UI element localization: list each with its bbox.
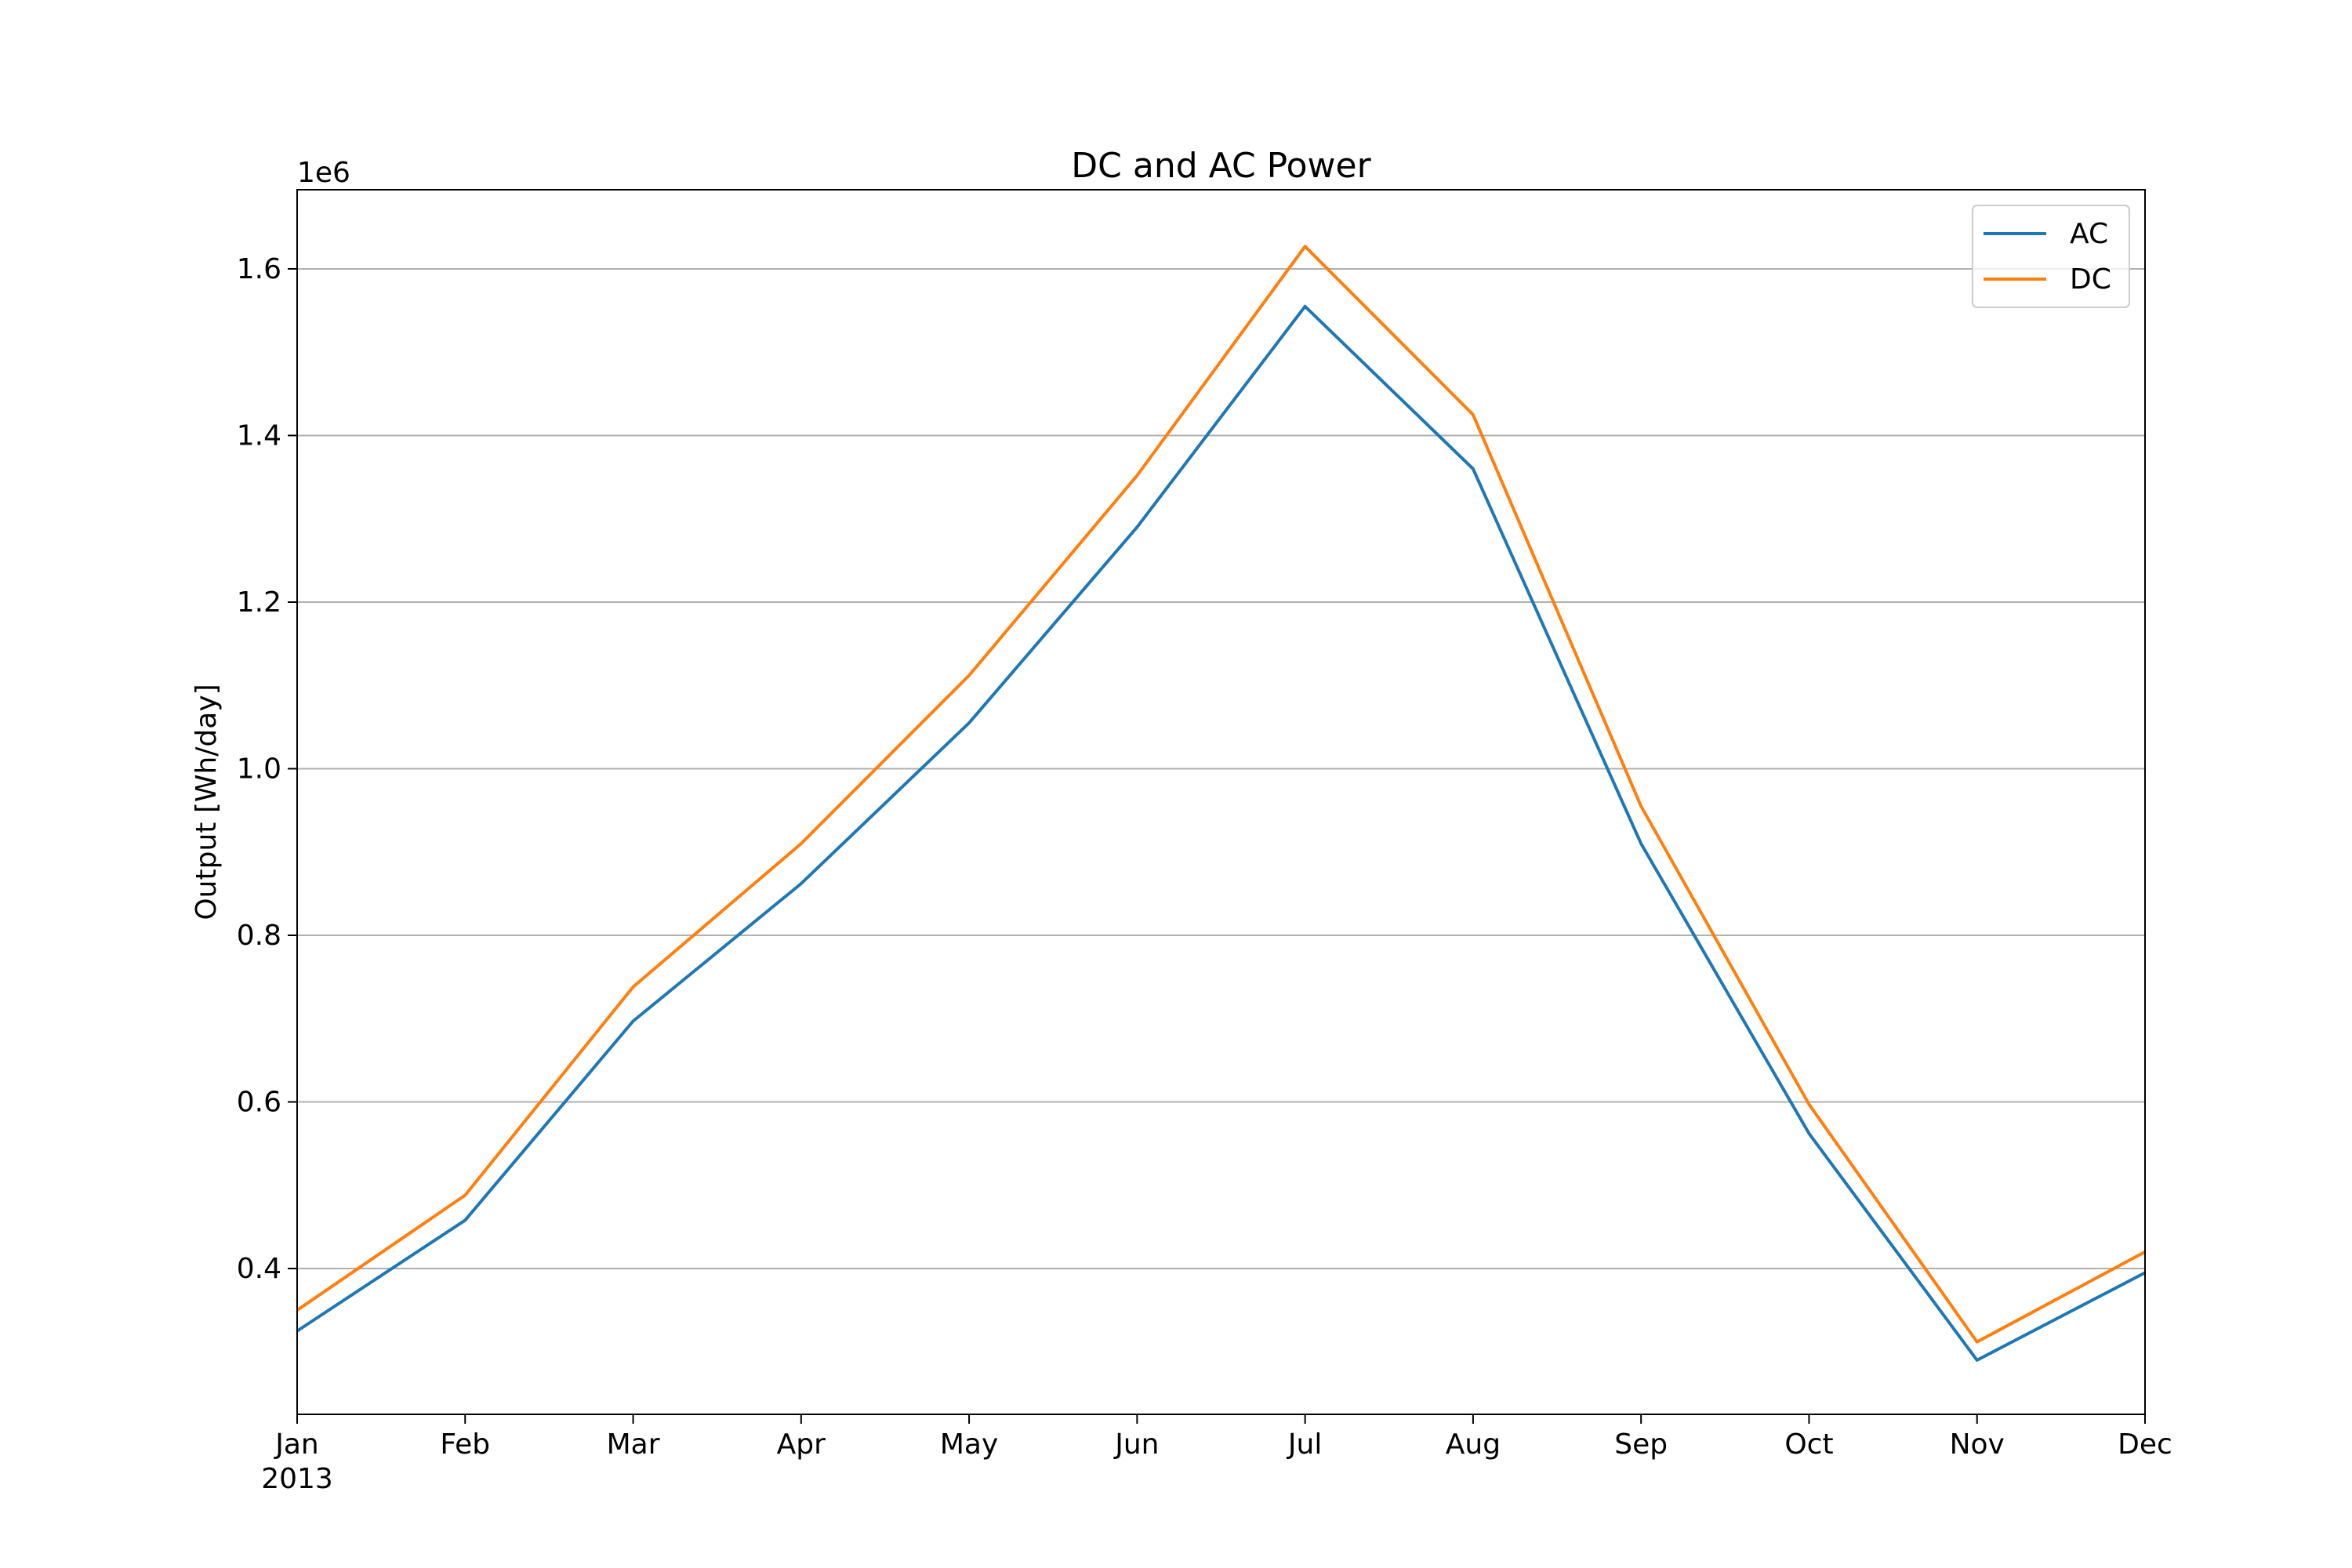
x-tick-label: Dec <box>2118 1428 2172 1461</box>
legend-box <box>1972 205 2130 308</box>
y-tick-label: 0.4 <box>237 1253 281 1285</box>
y-axis-ticks: 0.4 0.6 0.8 1.0 1.2 1.4 1.6 <box>237 253 297 1285</box>
y-tick-label: 1.2 <box>237 586 281 619</box>
y-axis-offset-label: 1e6 <box>297 157 350 189</box>
y-tick-label: 0.8 <box>237 920 281 952</box>
x-tick-label: Nov <box>1950 1428 2005 1461</box>
legend-label-dc: DC <box>2070 263 2111 296</box>
y-tick-label: 1.6 <box>237 253 281 285</box>
x-axis-year-label: 2013 <box>261 1463 333 1495</box>
y-tick-label: 1.4 <box>237 419 281 452</box>
y-tick-label: 0.6 <box>237 1087 281 1119</box>
x-tick-label: Aug <box>1446 1428 1501 1461</box>
legend: AC DC <box>1972 205 2130 308</box>
x-tick-label: May <box>940 1428 998 1461</box>
x-tick-label: Mar <box>607 1428 660 1461</box>
x-tick-label: Apr <box>777 1428 826 1461</box>
chart-title: DC and AC Power <box>1071 146 1371 186</box>
y-axis-title: Output [Wh/day] <box>191 684 223 920</box>
grid-lines <box>297 267 2145 1270</box>
series-lines <box>296 245 2146 1362</box>
x-tick-label: Jan <box>274 1428 319 1461</box>
plot-frame <box>296 189 2146 1415</box>
legend-label-ac: AC <box>2070 218 2108 250</box>
x-tick-label: Jul <box>1287 1428 1322 1461</box>
series-line-ac <box>296 304 2146 1362</box>
x-axis-ticks: Jan Feb Mar Apr May Jun Jul Aug Sep Oct Nov Dec <box>274 1414 2172 1461</box>
y-tick-label: 1.0 <box>237 753 281 785</box>
x-tick-label: Oct <box>1784 1428 1833 1461</box>
x-tick-label: Sep <box>1614 1428 1668 1461</box>
x-tick-label: Feb <box>440 1428 490 1461</box>
x-tick-label: Jun <box>1113 1428 1159 1461</box>
series-line-dc <box>296 245 2146 1344</box>
